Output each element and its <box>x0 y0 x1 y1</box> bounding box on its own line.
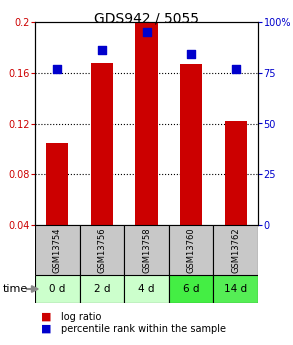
Point <box>233 66 238 72</box>
Point <box>100 47 104 53</box>
Text: GSM13756: GSM13756 <box>97 227 106 273</box>
Bar <box>46 142 69 225</box>
Bar <box>124 275 169 303</box>
Bar <box>213 275 258 303</box>
Bar <box>169 225 213 275</box>
Bar <box>35 275 80 303</box>
Text: GSM13754: GSM13754 <box>53 227 62 273</box>
Bar <box>80 275 124 303</box>
Point <box>55 66 60 72</box>
Text: ■: ■ <box>41 312 51 322</box>
Bar <box>224 121 247 225</box>
Bar <box>80 225 124 275</box>
Bar <box>169 275 213 303</box>
Text: GSM13760: GSM13760 <box>187 227 196 273</box>
Point <box>144 29 149 35</box>
Text: GSM13762: GSM13762 <box>231 227 240 273</box>
Bar <box>213 225 258 275</box>
Bar <box>124 225 169 275</box>
Point <box>189 51 193 57</box>
Bar <box>35 225 80 275</box>
Text: 4 d: 4 d <box>138 284 155 294</box>
Bar <box>135 0 158 225</box>
Text: 14 d: 14 d <box>224 284 247 294</box>
Text: 6 d: 6 d <box>183 284 199 294</box>
Text: percentile rank within the sample: percentile rank within the sample <box>61 324 226 334</box>
Text: log ratio: log ratio <box>61 312 102 322</box>
Text: time: time <box>3 284 28 294</box>
Text: ■: ■ <box>41 324 51 334</box>
Bar <box>91 62 113 225</box>
Bar <box>180 64 202 225</box>
Text: GSM13758: GSM13758 <box>142 227 151 273</box>
Text: 2 d: 2 d <box>94 284 110 294</box>
Text: 0 d: 0 d <box>49 284 66 294</box>
Text: GDS942 / 5055: GDS942 / 5055 <box>94 12 199 26</box>
